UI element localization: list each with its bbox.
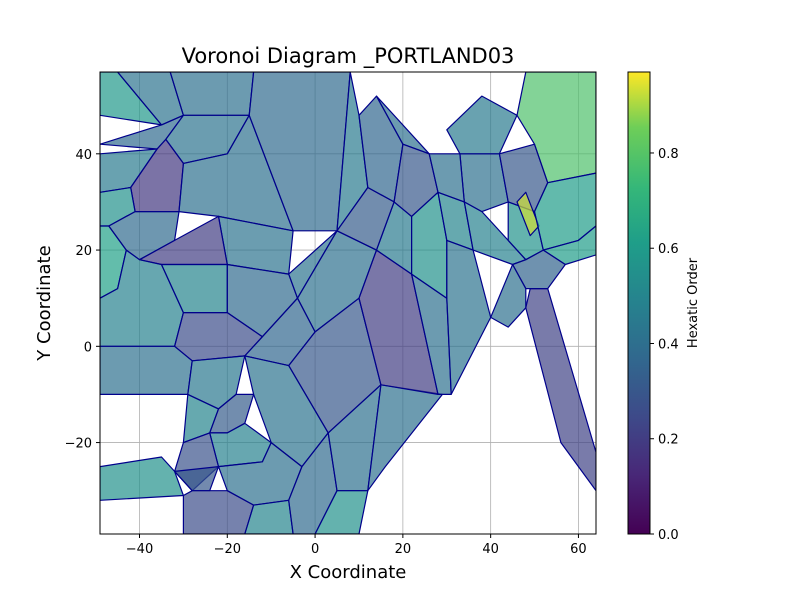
x-tick-label: 60 xyxy=(570,542,587,557)
voronoi-cell xyxy=(169,72,255,116)
voronoi-cell xyxy=(244,499,294,534)
plot-frame xyxy=(99,71,597,535)
voronoi-cell xyxy=(100,72,163,126)
colorbar-tick-label: 0.2 xyxy=(658,433,679,448)
chart-title: Voronoi Diagram _PORTLAND03 xyxy=(182,44,515,69)
axis-ticks: −40 −20 0 20 40 60 −20 0 20 40 xyxy=(65,148,587,557)
voronoi-cell xyxy=(248,72,351,232)
voronoi-cell xyxy=(525,288,596,492)
voronoi-cells xyxy=(100,72,596,534)
voronoi-cell xyxy=(100,345,193,395)
y-tick-label: −20 xyxy=(65,437,92,452)
voronoi-cell xyxy=(446,95,518,155)
x-tick-label: 20 xyxy=(395,542,412,557)
y-tick-label: 20 xyxy=(75,244,92,259)
x-tick-label: 40 xyxy=(482,542,499,557)
voronoi-cell xyxy=(174,466,220,492)
x-tick-label: 0 xyxy=(311,542,319,557)
voronoi-cell xyxy=(516,72,596,184)
x-tick-label: −20 xyxy=(214,542,241,557)
voronoi-cell xyxy=(314,490,369,534)
y-tick-label: 40 xyxy=(75,148,92,163)
voronoi-cell xyxy=(100,456,184,501)
voronoi-cell xyxy=(490,263,527,328)
colorbar-ticks: 0.0 0.2 0.4 0.6 0.8 xyxy=(650,147,679,543)
colorbar-title: Hexatic Order xyxy=(686,257,701,348)
voronoi-cell xyxy=(182,490,255,534)
voronoi-cell xyxy=(446,239,492,395)
colorbar xyxy=(627,71,651,535)
colorbar-tick-label: 0.0 xyxy=(658,528,679,543)
colorbar-tick-label: 0.8 xyxy=(658,147,679,162)
colorbar-tick-label: 0.4 xyxy=(658,337,679,352)
y-tick-label: 0 xyxy=(84,340,92,355)
voronoi-cell xyxy=(428,153,465,203)
x-axis-title: X Coordinate xyxy=(290,562,407,583)
x-tick-label: −40 xyxy=(126,542,153,557)
voronoi-cell xyxy=(367,384,443,492)
colorbar-tick-label: 0.6 xyxy=(658,242,679,257)
y-axis-title: Y Coordinate xyxy=(34,245,55,361)
